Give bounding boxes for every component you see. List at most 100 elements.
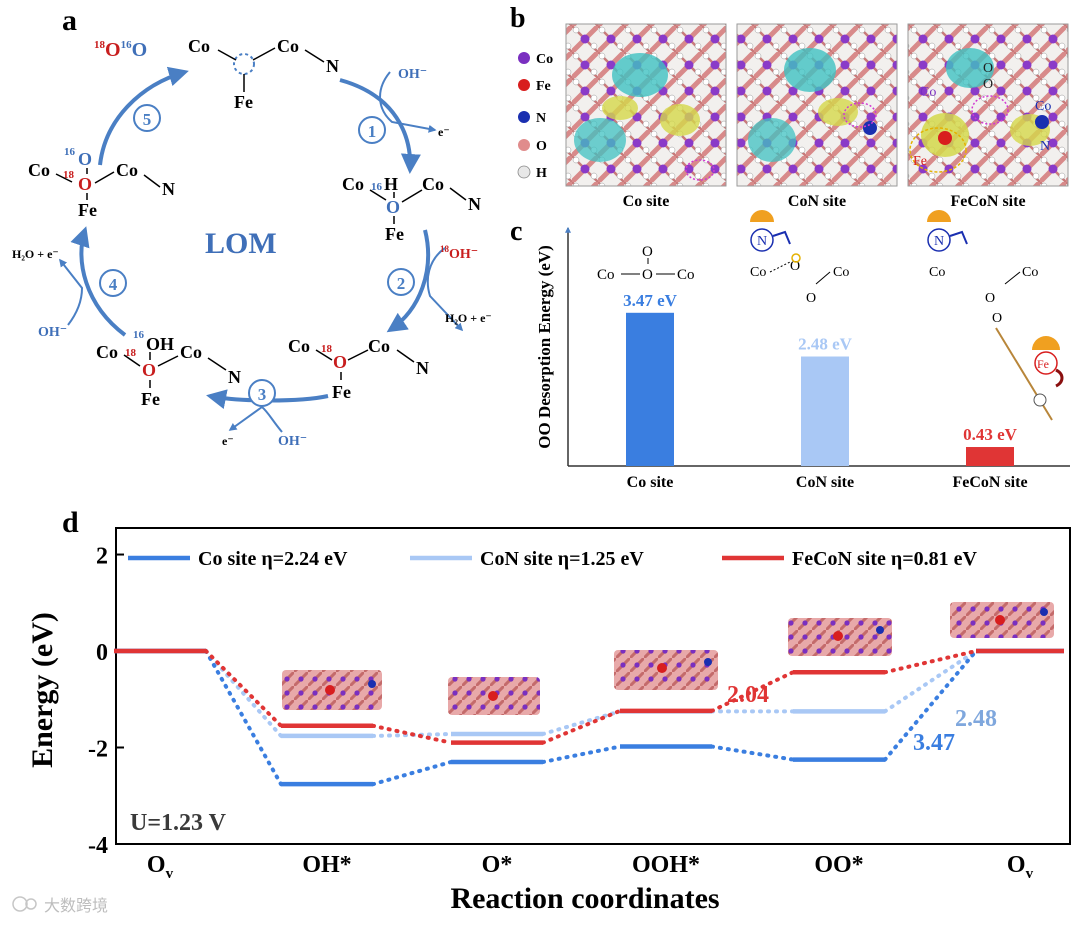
svg-text:O: O [333, 352, 347, 372]
step-circle-3: 3 [248, 379, 276, 407]
svg-text:O: O [536, 139, 547, 154]
svg-text:N: N [757, 234, 767, 249]
svg-text:Co: Co [28, 160, 50, 180]
svg-text:O: O [806, 291, 816, 306]
svg-text:O: O [78, 174, 92, 194]
connector-co-site [204, 649, 283, 787]
svg-text:H: H [384, 174, 398, 194]
svg-text:O: O [992, 311, 1002, 326]
slab-o [448, 677, 540, 715]
step1-output: e⁻ [438, 125, 450, 139]
slab-oo [788, 618, 892, 656]
svg-text:O: O [790, 259, 800, 274]
svg-text:5: 5 [143, 110, 152, 129]
svg-text:O: O [78, 149, 92, 169]
x-tick-label: OH* [302, 852, 351, 878]
structure-con-site [736, 23, 898, 187]
svg-text:O: O [642, 244, 653, 260]
overlay-co-right: Co [1035, 99, 1051, 114]
bar-co-site [626, 312, 674, 466]
svg-text:16: 16 [371, 181, 383, 193]
arrow-step-4 [70, 226, 127, 337]
step1-input: OH⁻ [398, 67, 427, 82]
svg-text:N: N [416, 358, 429, 378]
legend-dot-h [517, 165, 531, 179]
caption-con-site: CoN site [788, 193, 846, 210]
svg-text:Co: Co [422, 174, 444, 194]
delta-annotation: 3.47 [913, 730, 955, 756]
state-oh: Co 16 H O Co N Fe [342, 174, 481, 244]
connector-co-site [371, 759, 453, 787]
bar-category-label: Co site [627, 474, 674, 491]
arrow-step-5 [98, 66, 189, 166]
svg-text:Co: Co [96, 342, 118, 362]
panel-label-b: b [510, 3, 526, 34]
bar-value-label: 0.43 eV [963, 425, 1018, 444]
legend-label: Co site η=2.24 eV [198, 548, 348, 570]
state-vacancy: Co Co N Fe [188, 36, 339, 112]
overlay-o-1: O [983, 61, 993, 76]
slab-oh [282, 670, 382, 710]
d-xlabel: Reaction coordinates [450, 882, 719, 915]
svg-text:N: N [228, 367, 241, 387]
svg-text:Fe: Fe [234, 92, 253, 112]
x-tick-label: Ov [147, 852, 174, 882]
caption-fecon-site: FeCoN site [950, 193, 1025, 210]
inset-fecon: N Co O O Co Fe [927, 210, 1064, 421]
bar-value-label: 2.48 eV [798, 335, 853, 354]
svg-text:N: N [162, 179, 175, 199]
svg-text:H: H [536, 166, 547, 181]
svg-text:Co: Co [277, 36, 299, 56]
d-condition: U=1.23 V [130, 810, 227, 836]
legend-dot-n [518, 111, 530, 123]
overlay-n: N [1040, 139, 1050, 154]
d-ylabel: Energy (eV) [26, 612, 59, 768]
bar-category-label: FeCoN site [952, 474, 1027, 491]
step3-output: e⁻ [222, 434, 234, 448]
released-o2: 18O16O [94, 39, 147, 61]
step-circle-4: 4 [99, 269, 127, 297]
panel-a-lom-cycle: LOM 1 2 3 4 5 18O16O Co Co N [12, 36, 492, 449]
svg-text:Fe: Fe [141, 389, 160, 409]
bar-category-label: CoN site [796, 474, 854, 491]
y-tick-label: 0 [96, 640, 108, 666]
svg-text:O: O [386, 197, 400, 217]
svg-text:16: 16 [64, 146, 76, 158]
atom-legend: Co Fe N O H [517, 52, 553, 181]
bar-value-label: 3.47 eV [623, 291, 678, 310]
svg-text:Fe: Fe [78, 200, 97, 220]
state-o18: Co 18 O Co N Fe [288, 336, 429, 402]
svg-text:N: N [536, 111, 546, 126]
connector-co-site [883, 649, 978, 762]
slab-ooh [614, 650, 718, 690]
svg-text:Co: Co [188, 36, 210, 56]
svg-text:O: O [642, 267, 653, 283]
arrow-step-1 [339, 78, 421, 174]
d-plot-frame [115, 527, 1071, 845]
svg-text:N: N [468, 194, 481, 214]
connector-con-site [541, 709, 622, 737]
step4-output: H₂O + e⁻ [12, 247, 59, 261]
caption-co-site: Co site [623, 193, 670, 210]
panel-c-bar-chart: OO Desorption Energy (eV) 3.47 eV Co site… [535, 210, 1070, 491]
inset-co-oo-co: Co O Co O [597, 244, 695, 283]
svg-text:Co: Co [536, 52, 553, 67]
step2-output: H₂O + e⁻ [445, 311, 492, 325]
svg-text:Co: Co [180, 342, 202, 362]
step-circle-2: 2 [387, 268, 415, 296]
svg-text:Co: Co [929, 265, 945, 280]
svg-text:18: 18 [63, 169, 75, 181]
overlay-fe: Fe [913, 154, 927, 169]
svg-text:4: 4 [109, 275, 118, 294]
bar-con-site [801, 356, 849, 466]
watermark: 大数跨境 [12, 896, 108, 915]
panel-d-energy-diagram: 2 0 -2 -4 Ov OH* O* OOH* OO* Ov 2.04 2.483.47 Co … [26, 527, 1071, 915]
panel-label-a: a [62, 4, 77, 37]
svg-text:Co: Co [750, 265, 766, 280]
x-tick-label: O* [482, 852, 513, 878]
step2-input: 18OH⁻ [440, 244, 478, 262]
step3-input: OH⁻ [278, 434, 307, 449]
connector-fecon-site [371, 723, 453, 745]
panel-label-c: c [510, 216, 522, 247]
connector-con-site [883, 649, 978, 714]
